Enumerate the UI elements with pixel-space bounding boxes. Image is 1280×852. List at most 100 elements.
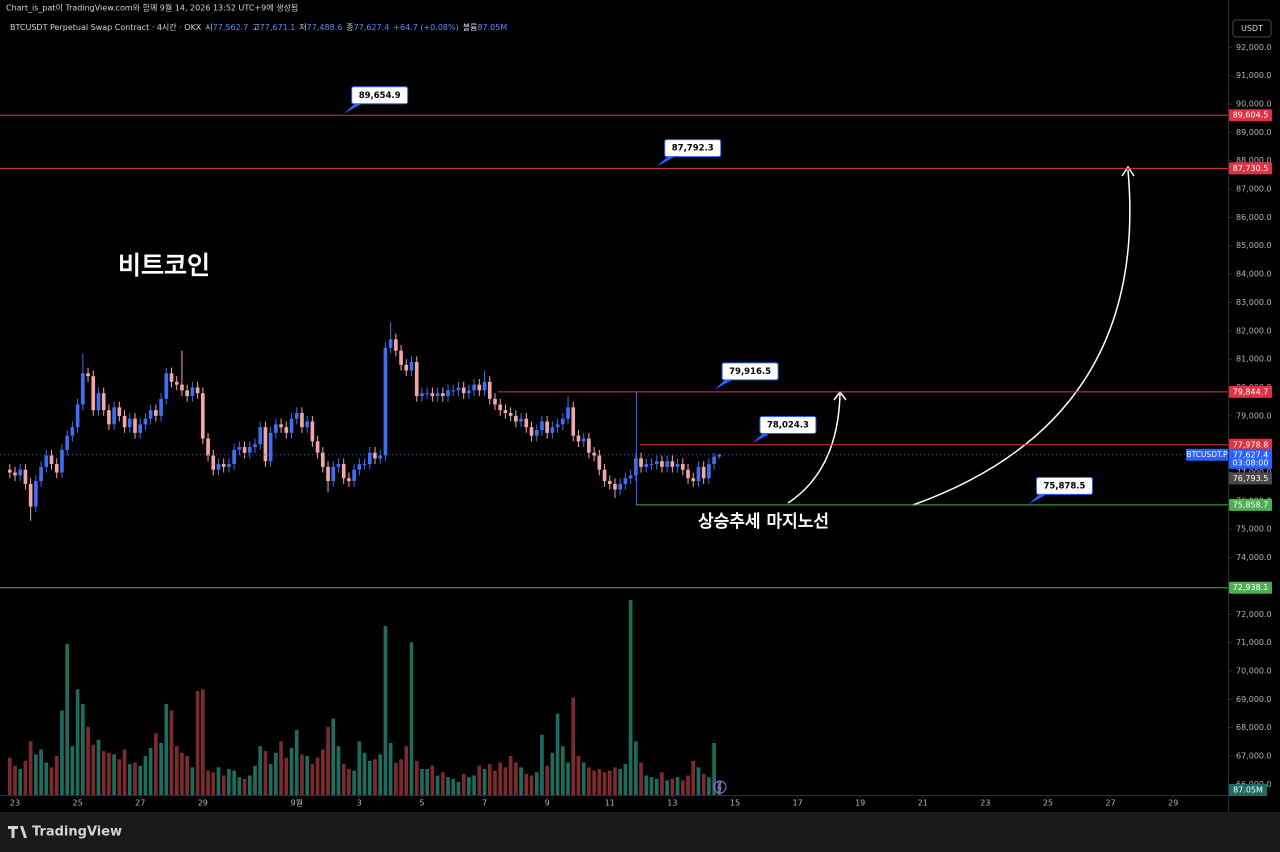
- info-line: BTCUSDT Perpetual Swap Contract · 4시간 · …: [10, 22, 507, 32]
- candle-body: [195, 387, 200, 394]
- candle-body: [247, 447, 252, 453]
- candle-body: [545, 421, 549, 433]
- volume-bar: [680, 780, 685, 795]
- volume-bar: [602, 772, 607, 795]
- volume-bar: [686, 775, 690, 795]
- callout-label: 79,916.5: [729, 367, 771, 377]
- x-tick-label: 15: [730, 799, 740, 808]
- volume-bar: [232, 770, 236, 795]
- volume-bar: [660, 772, 664, 795]
- volume-bar: [508, 756, 513, 795]
- arrow: [787, 393, 841, 504]
- currency-button[interactable]: [1232, 19, 1272, 38]
- candle-body: [367, 452, 372, 465]
- volume-bar: [425, 769, 429, 795]
- candle-body: [581, 438, 586, 442]
- candle-body: [519, 418, 523, 422]
- volume-bar: [440, 772, 445, 795]
- volume-bar: [634, 741, 638, 795]
- candle-body: [216, 464, 221, 470]
- current-name-tag: [1186, 448, 1228, 461]
- volume-bar: [675, 777, 680, 795]
- candle-body: [472, 384, 476, 391]
- candle-body: [336, 464, 341, 467]
- candle-body: [649, 464, 654, 466]
- candle-body: [54, 464, 59, 473]
- currency-label: USDT: [1241, 24, 1263, 33]
- candle-body: [378, 455, 383, 459]
- candle-body: [112, 407, 116, 425]
- volume-bar: [320, 749, 325, 795]
- volume-bar: [242, 778, 247, 795]
- candle-body: [592, 452, 596, 456]
- volume-bar: [169, 710, 174, 795]
- volume-bar: [540, 734, 544, 795]
- candle-body: [555, 424, 560, 428]
- level-tag-label: 79,844.7: [1233, 387, 1269, 396]
- candle-body: [420, 393, 424, 397]
- candle-body: [352, 469, 356, 482]
- level-tag-label: 77,978.8: [1233, 440, 1269, 449]
- volume-bar: [451, 778, 456, 795]
- arrows: [787, 165, 1135, 506]
- candle-body: [34, 481, 38, 507]
- candle-body: [686, 469, 690, 479]
- volume-bar: [696, 767, 701, 795]
- volume-bar: [587, 767, 591, 795]
- candle-body: [154, 410, 158, 416]
- volume-bar: [263, 751, 268, 795]
- callout-box: [351, 86, 409, 105]
- candle-body: [300, 413, 304, 428]
- arrow-head: [1121, 165, 1135, 177]
- x-tick-label: 17: [792, 799, 802, 808]
- volume-bar: [227, 769, 231, 795]
- volume-bar: [28, 741, 33, 795]
- volume-bar: [211, 772, 216, 795]
- candle-body: [75, 404, 80, 428]
- volume-bar: [357, 741, 362, 795]
- candle-body: [430, 393, 435, 397]
- current-name: BTCUSDT.P: [1186, 450, 1228, 459]
- volume-bar: [7, 757, 12, 795]
- candle-body: [477, 384, 482, 391]
- volume-bar: [49, 767, 54, 795]
- ohlc-value: 77,671.1: [260, 23, 296, 32]
- volume-bar: [519, 767, 523, 795]
- candle-body: [597, 455, 602, 470]
- volume-bar: [524, 773, 529, 795]
- callout-label: 78,024.3: [767, 421, 809, 431]
- volume-bar: [430, 765, 435, 795]
- candle-body: [613, 483, 617, 490]
- candle-body: [503, 410, 508, 414]
- candle-body: [65, 435, 69, 450]
- volume-bar: [498, 762, 503, 795]
- volume-bar: [80, 704, 85, 795]
- candle-body: [326, 466, 330, 482]
- candle-body: [28, 483, 33, 507]
- candle-body: [331, 466, 336, 482]
- candle-body: [508, 413, 513, 416]
- y-tick-label: 91,000.0: [1236, 71, 1272, 80]
- volume-bar: [712, 743, 716, 795]
- volume-bar: [487, 764, 492, 795]
- candle-body: [707, 464, 711, 479]
- callout-tail: [1028, 493, 1049, 505]
- y-tick-label: 70,000.0: [1236, 666, 1272, 675]
- candle-body: [127, 418, 132, 428]
- candle-body: [571, 407, 576, 436]
- callout-tail: [343, 102, 364, 114]
- callout-tail: [656, 155, 677, 167]
- volume-bar: [654, 778, 659, 795]
- y-tick-label: 71,000.0: [1236, 638, 1272, 647]
- candle-body: [117, 407, 122, 416]
- event-icon[interactable]: [713, 780, 727, 794]
- current-price-label: 77,627.4: [1233, 450, 1269, 459]
- volume-bar: [127, 764, 132, 795]
- volume-bar: [138, 765, 143, 795]
- candle-body: [143, 418, 148, 425]
- volume-bar: [446, 777, 450, 795]
- candle-body: [39, 466, 43, 482]
- y-tick-label: 81,000.0: [1236, 355, 1272, 364]
- candle-body: [279, 424, 283, 428]
- ohlc-value: 77,627.4: [354, 23, 390, 32]
